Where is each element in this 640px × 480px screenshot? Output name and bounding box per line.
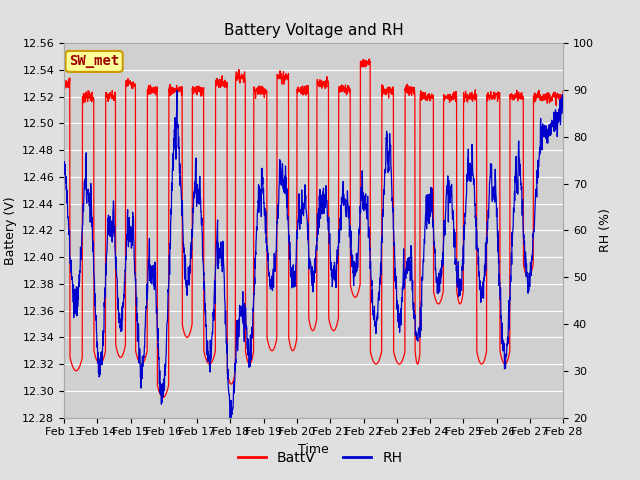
- Title: Battery Voltage and RH: Battery Voltage and RH: [224, 23, 403, 38]
- Y-axis label: RH (%): RH (%): [600, 208, 612, 252]
- Text: SW_met: SW_met: [69, 54, 119, 69]
- X-axis label: Time: Time: [298, 443, 329, 456]
- Y-axis label: Battery (V): Battery (V): [4, 196, 17, 264]
- Legend: BattV, RH: BattV, RH: [232, 445, 408, 471]
